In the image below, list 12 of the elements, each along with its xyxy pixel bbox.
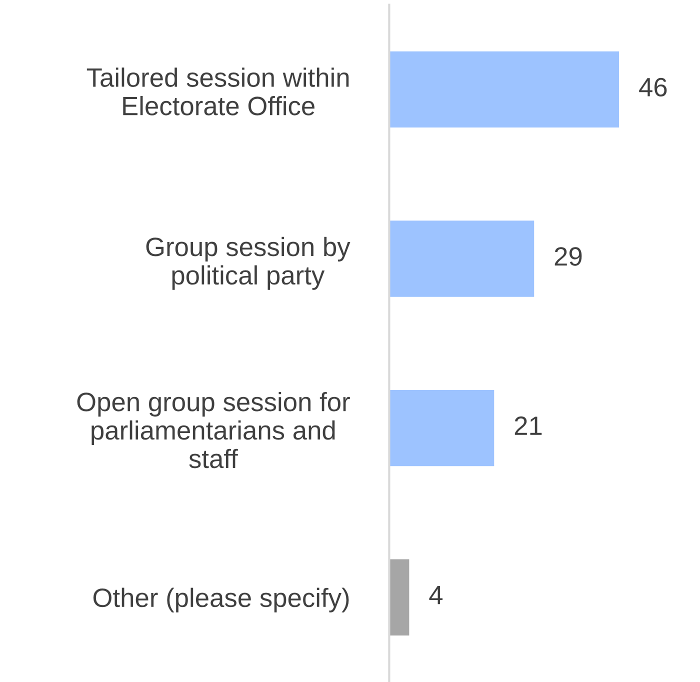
data-label: 29 — [554, 247, 582, 266]
bar — [389, 559, 410, 636]
y-tick-label: Other (please specify) — [93, 588, 349, 612]
y-tick-label: Group session by political party — [146, 236, 350, 290]
data-label: 46 — [639, 78, 667, 97]
data-label: 4 — [429, 586, 443, 604]
bar — [389, 220, 534, 297]
y-tick-label: Tailored session within Electorate Office — [86, 68, 349, 116]
bar — [389, 390, 494, 466]
y-tick-label: Open group session for parliamentarians and staff — [77, 392, 350, 468]
data-label: 21 — [514, 416, 542, 435]
bar — [389, 51, 620, 128]
